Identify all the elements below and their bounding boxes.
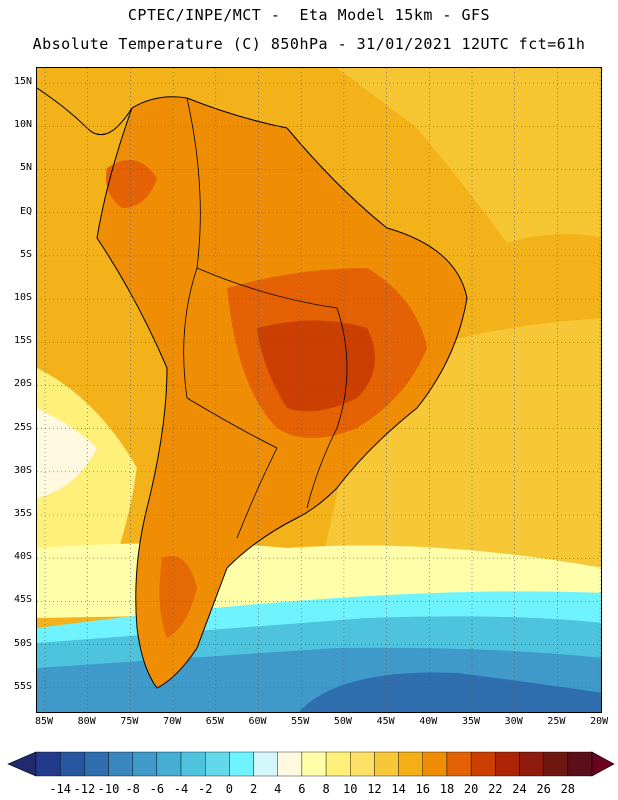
colorbar-tick-label: -6 (149, 782, 165, 796)
colorbar-bin (374, 751, 399, 777)
longitude-label: 40W (419, 716, 438, 727)
field-north-atlantic-yellow (337, 68, 601, 243)
field-pacific-cream (37, 408, 97, 498)
colorbar-under-arrow (7, 751, 37, 777)
longitude-label: 45W (376, 716, 395, 727)
title-variable-line: Absolute Temperature (C) 850hPa - 31/01/… (32, 35, 586, 53)
colorbar-bin (350, 751, 375, 777)
country-borders (183, 97, 348, 539)
longitude-label: 35W (461, 716, 481, 727)
longitude-label: 85W (34, 716, 54, 727)
colorbar-bin (205, 751, 230, 777)
coastline-south-america (96, 96, 468, 689)
colorbar-bin (325, 751, 351, 777)
longitude-label: 70W (163, 716, 182, 727)
longitude-label: 55W (291, 716, 310, 727)
field-patagonia-hot (159, 556, 197, 638)
colorbar-bin (277, 751, 303, 777)
title-model-line: CPTEC/INPE/MCT - Eta Model 15km - GFS (127, 6, 491, 24)
colorbar-bin (543, 751, 569, 777)
colorbar-bin (495, 751, 520, 777)
colorbar-bin (59, 751, 85, 777)
colorbar-bin (567, 751, 593, 777)
latitude-label: 45S (13, 594, 32, 606)
colorbar-tick-label: -8 (125, 782, 140, 796)
colorbar-tick-label: 20 (463, 782, 479, 796)
colorbar-tick-label: 24 (512, 782, 527, 796)
colorbar-over-arrow (591, 751, 615, 777)
colorbar-tick-label: 4 (274, 782, 282, 796)
colorbar-bin (132, 751, 158, 777)
colorbar-bin (156, 751, 182, 777)
colorbar-bin (84, 751, 109, 777)
colorbar-tick-label: -2 (197, 782, 213, 796)
colorbar-tick-label: 8 (322, 782, 330, 796)
colorbar-tick-label: 16 (415, 782, 430, 796)
latitude-label: 20S (13, 378, 32, 390)
colorbar-tick-label: 2 (249, 782, 258, 796)
temperature-map (36, 67, 602, 713)
colorbar-bin (253, 751, 278, 777)
latitude-label: 30S (13, 464, 32, 476)
latitude-label: 15N (13, 76, 32, 87)
latitude-label: 55S (13, 680, 32, 692)
latitude-label: 15S (13, 335, 32, 347)
longitude-label: 80W (77, 716, 96, 727)
longitude-label: 65W (205, 716, 224, 727)
colorbar-bin (35, 751, 61, 777)
colorbar-tick-label: 0 (225, 782, 233, 796)
colorbar-bin (229, 751, 254, 777)
colorbar-tick-label: 28 (560, 782, 576, 796)
colorbar-bin (180, 751, 206, 777)
colorbar-tick-label: 18 (439, 782, 455, 796)
longitude-label: 30W (504, 716, 523, 727)
latitude-label: 25S (13, 421, 32, 433)
colorbar-tick-label: 12 (367, 782, 382, 796)
colorbar-bin (422, 751, 448, 777)
colorbar-bin (446, 751, 472, 777)
latitude-label: 10S (13, 292, 32, 303)
colorbar (7, 751, 615, 777)
colorbar-tick-label: -12 (73, 782, 96, 796)
colorbar-bin (301, 751, 327, 777)
longitude-label: 25W (547, 716, 566, 727)
colorbar-tick-label: -4 (173, 782, 189, 796)
map-canvas (37, 68, 601, 712)
colorbar-bin (108, 751, 133, 777)
latitude-label: 50S (13, 637, 32, 649)
longitude-label: 75W (120, 716, 139, 727)
field-north-hot (106, 160, 157, 208)
colorbar-bin (398, 751, 423, 777)
field-south-deep-blue (298, 672, 601, 712)
latitude-label: 5S (19, 248, 32, 260)
longitude-label: 20W (590, 716, 609, 727)
colorbar-tick-label: -14 (49, 782, 72, 796)
colorbar-tick-label: 14 (391, 782, 406, 796)
colorbar-bin (519, 751, 544, 777)
latitude-label: EQ (19, 205, 32, 217)
colorbar-bin (470, 751, 496, 777)
longitude-label: 60W (248, 716, 267, 727)
latitude-label: 35S (13, 508, 32, 519)
latitude-label: 10N (13, 119, 32, 131)
colorbar-tick-label: -10 (97, 782, 120, 796)
colorbar-tick-label: 22 (488, 782, 503, 796)
colorbar-tick-label: 6 (298, 782, 306, 796)
colorbar-tick-label: 26 (536, 782, 551, 796)
latitude-label: 40S (13, 551, 32, 563)
colorbar-tick-label: 10 (343, 782, 358, 796)
longitude-label: 50W (333, 716, 352, 727)
latitude-label: 5N (19, 162, 32, 174)
